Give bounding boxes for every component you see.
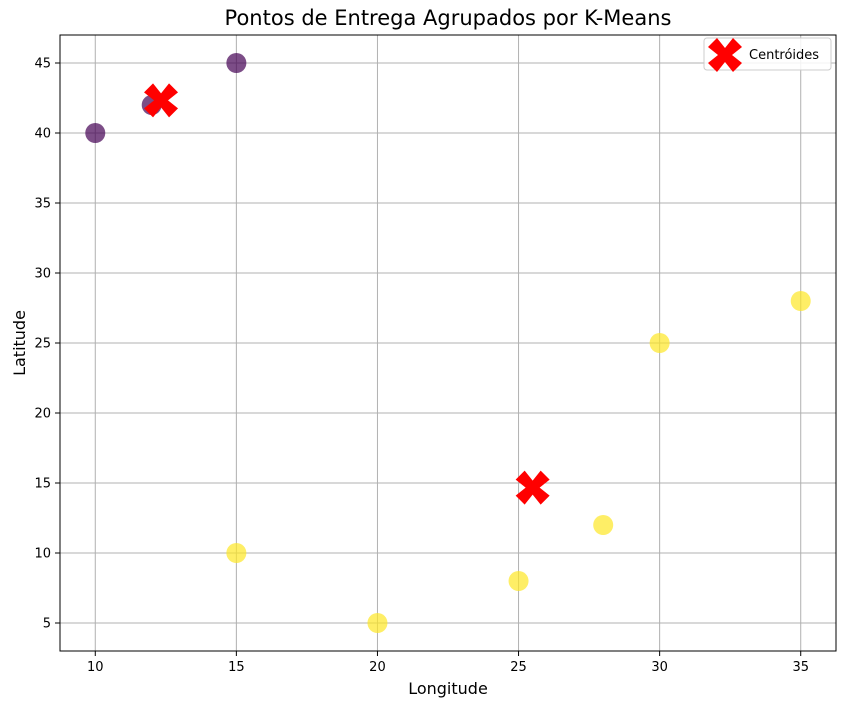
x-tick-label: 10 bbox=[87, 660, 104, 675]
data-point bbox=[367, 613, 388, 633]
data-point bbox=[85, 123, 106, 143]
chart-title: Pontos de Entrega Agrupados por K-Means bbox=[225, 6, 672, 30]
y-tick-label: 35 bbox=[34, 197, 51, 212]
legend-centroid-marker bbox=[708, 38, 742, 72]
data-point bbox=[649, 333, 670, 353]
centroid-marker bbox=[144, 83, 179, 118]
x-tick-label: 25 bbox=[510, 660, 527, 675]
y-tick-label: 10 bbox=[34, 547, 51, 562]
centroid-marker bbox=[515, 470, 550, 505]
data-point bbox=[226, 53, 247, 73]
legend-label-centroids: Centróides bbox=[749, 48, 819, 63]
legend-x-icon bbox=[708, 38, 742, 72]
x-tick-label: 35 bbox=[792, 660, 809, 675]
y-tick-label: 15 bbox=[34, 477, 51, 492]
grid-lines bbox=[60, 35, 836, 651]
y-tick-label: 30 bbox=[34, 267, 51, 282]
y-axis-label: Latitude bbox=[10, 310, 29, 376]
x-tick-label: 15 bbox=[228, 660, 245, 675]
x-tick-label: 20 bbox=[369, 660, 386, 675]
axis-ticks: 10 15 20 25 30 35 5 10 15 20 25 30 35 40 45 bbox=[34, 57, 809, 676]
y-tick-label: 25 bbox=[34, 337, 51, 352]
y-tick-label: 20 bbox=[34, 407, 51, 422]
data-point bbox=[508, 571, 529, 591]
data-point bbox=[226, 543, 247, 563]
x-tick-label: 30 bbox=[651, 660, 668, 675]
centroid-markers bbox=[144, 83, 550, 505]
y-tick-label: 40 bbox=[34, 127, 51, 142]
y-tick-label: 5 bbox=[43, 617, 51, 632]
data-point bbox=[790, 291, 811, 311]
legend: Centróides bbox=[703, 37, 832, 72]
x-axis-label: Longitude bbox=[408, 679, 488, 698]
y-tick-label: 45 bbox=[34, 57, 51, 72]
data-point bbox=[593, 515, 614, 535]
